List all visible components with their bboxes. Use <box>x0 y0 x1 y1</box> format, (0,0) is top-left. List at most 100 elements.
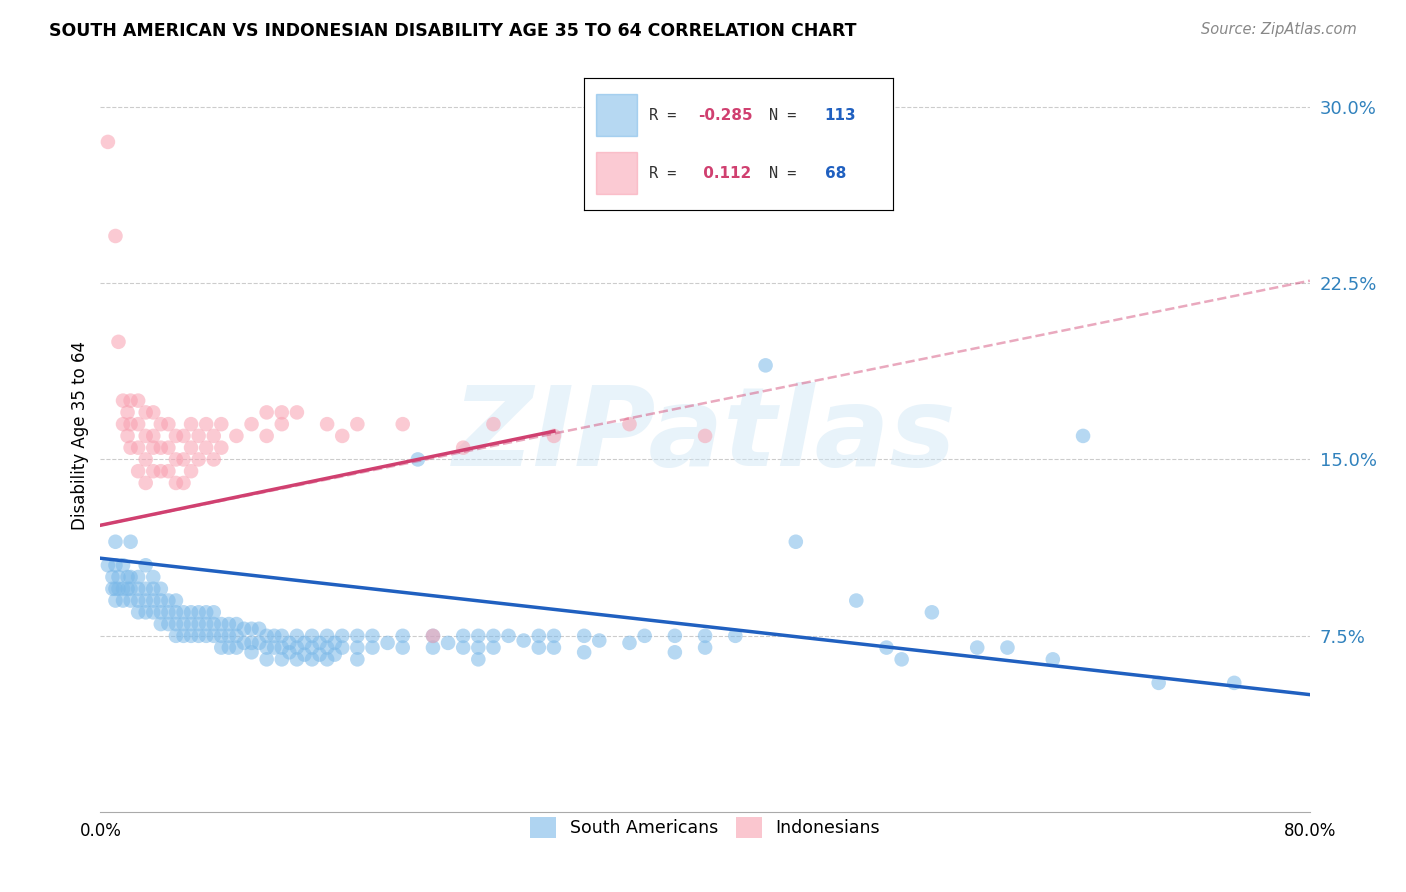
Point <box>202 452 225 467</box>
Point <box>101 582 124 596</box>
Point <box>187 629 209 643</box>
Point <box>263 629 285 643</box>
Point <box>107 570 129 584</box>
Point <box>233 622 256 636</box>
Point <box>120 417 142 432</box>
Point <box>149 593 172 607</box>
Point <box>142 429 165 443</box>
Point <box>572 629 595 643</box>
Point <box>142 570 165 584</box>
Point <box>422 629 444 643</box>
Point <box>301 640 323 655</box>
Point <box>451 441 474 455</box>
Point <box>135 452 157 467</box>
Point <box>876 640 898 655</box>
Point <box>135 593 157 607</box>
Point <box>1042 652 1064 666</box>
Point <box>693 629 716 643</box>
Point <box>588 633 610 648</box>
Legend: South Americans, Indonesians: South Americans, Indonesians <box>523 810 887 845</box>
Point <box>195 629 218 643</box>
Point <box>180 605 202 619</box>
Point <box>149 617 172 632</box>
Point <box>527 629 550 643</box>
Point <box>127 393 149 408</box>
Point <box>294 648 316 662</box>
Point <box>451 640 474 655</box>
Point <box>120 393 142 408</box>
Point <box>209 617 232 632</box>
Point <box>157 593 180 607</box>
Point <box>377 636 399 650</box>
Point <box>127 464 149 478</box>
Point <box>173 617 195 632</box>
Point <box>240 636 263 650</box>
Point <box>149 464 172 478</box>
Point <box>218 640 240 655</box>
Point <box>180 441 202 455</box>
Point <box>157 417 180 432</box>
Point <box>157 617 180 632</box>
Point <box>165 429 187 443</box>
Y-axis label: Disability Age 35 to 64: Disability Age 35 to 64 <box>72 342 89 531</box>
Point <box>633 629 655 643</box>
Point <box>165 605 187 619</box>
Point <box>165 617 187 632</box>
Point <box>157 464 180 478</box>
Point <box>323 648 346 662</box>
Point <box>149 605 172 619</box>
Point <box>120 582 142 596</box>
Point <box>285 405 308 419</box>
Point <box>693 429 716 443</box>
Point <box>180 617 202 632</box>
Text: Source: ZipAtlas.com: Source: ZipAtlas.com <box>1201 22 1357 37</box>
Point <box>97 558 120 573</box>
Point <box>785 534 807 549</box>
Point <box>120 593 142 607</box>
Point <box>112 582 135 596</box>
Point <box>437 636 460 650</box>
Point <box>512 633 534 648</box>
Point <box>693 640 716 655</box>
Point <box>157 441 180 455</box>
Point <box>218 617 240 632</box>
Point <box>240 645 263 659</box>
Point <box>572 645 595 659</box>
Point <box>112 393 135 408</box>
Point <box>142 582 165 596</box>
Point <box>142 605 165 619</box>
Point <box>285 640 308 655</box>
Point <box>127 605 149 619</box>
Point <box>135 605 157 619</box>
Point <box>619 636 641 650</box>
Point <box>451 629 474 643</box>
Point <box>127 570 149 584</box>
Point <box>406 452 429 467</box>
Point <box>323 636 346 650</box>
Point <box>135 405 157 419</box>
Point <box>195 617 218 632</box>
Point <box>270 629 292 643</box>
Point <box>543 629 565 643</box>
Point <box>256 629 278 643</box>
Point <box>346 640 368 655</box>
Point <box>104 593 127 607</box>
Point <box>127 441 149 455</box>
Point <box>165 593 187 607</box>
Point <box>101 570 124 584</box>
Point <box>173 475 195 490</box>
Point <box>256 652 278 666</box>
Point <box>346 417 368 432</box>
Point <box>301 629 323 643</box>
Point <box>263 640 285 655</box>
Point <box>467 629 489 643</box>
Text: ZIPatlas: ZIPatlas <box>453 383 957 490</box>
Point <box>346 652 368 666</box>
Point <box>256 640 278 655</box>
Point <box>482 629 505 643</box>
Point <box>361 629 384 643</box>
Point <box>187 429 209 443</box>
Point <box>195 605 218 619</box>
Point <box>165 475 187 490</box>
Point <box>285 629 308 643</box>
